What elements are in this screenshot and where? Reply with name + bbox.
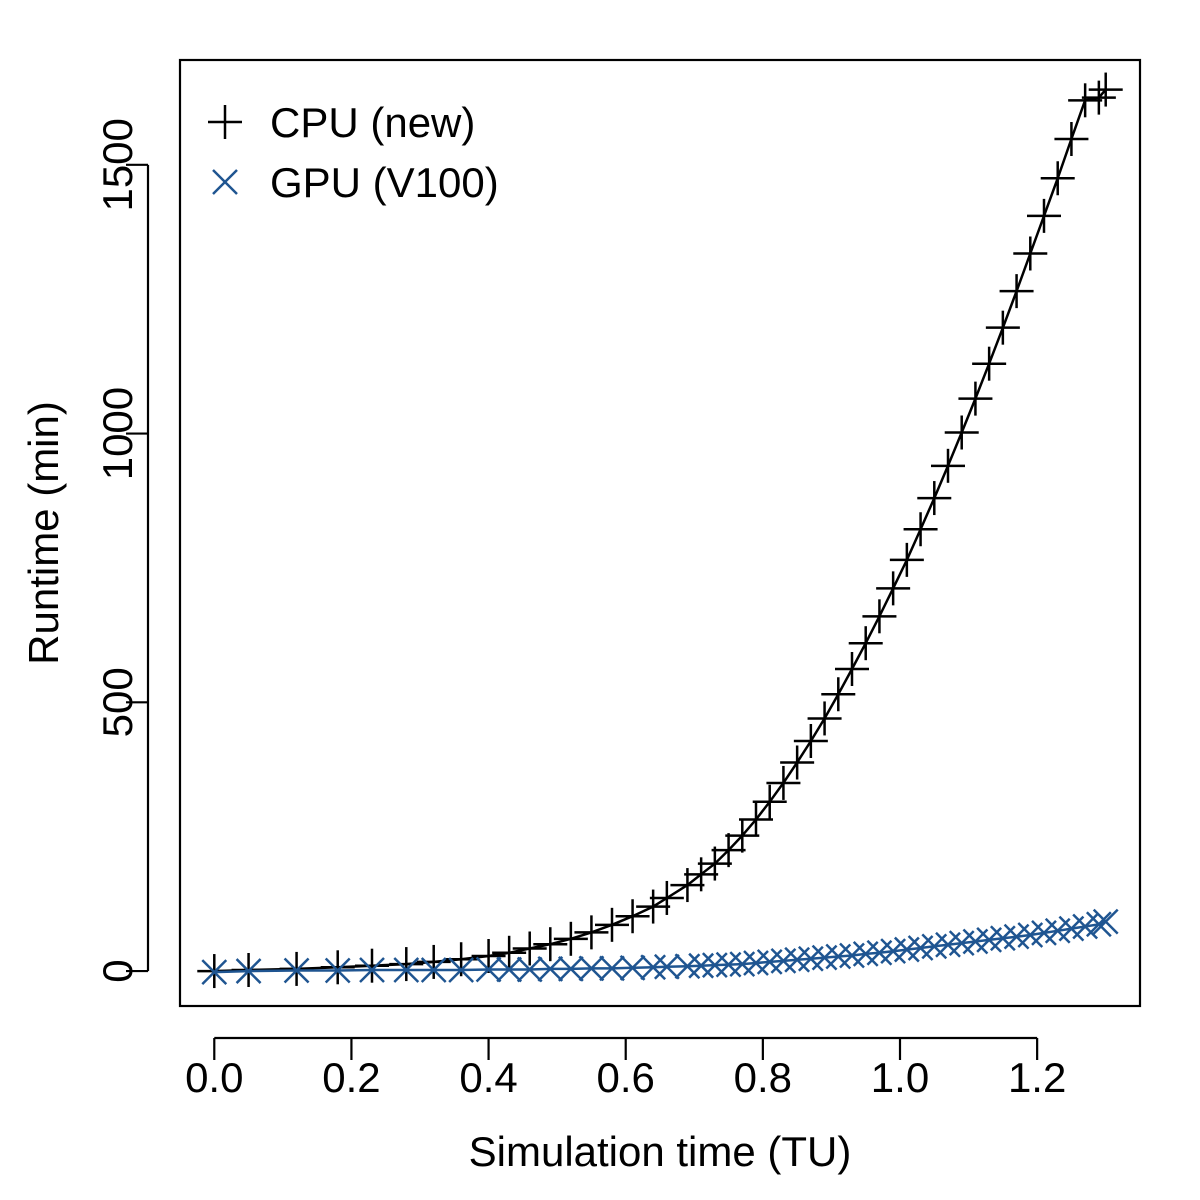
data-point-cpu [862,599,897,634]
data-point-cpu [917,481,952,516]
data-point-gpu [448,957,475,983]
data-point-cpu [821,677,856,712]
data-point-cpu [615,899,650,934]
x-tick-label: 0.0 [185,1054,243,1101]
data-point-cpu [807,701,842,736]
data-point-cpu [793,724,828,759]
data-point-cpu [972,346,1007,381]
data-point-cpu [416,944,451,979]
data-point-cpu [492,935,527,970]
x-tick-label: 1.0 [871,1054,929,1101]
data-point-cpu [931,448,965,483]
series-line-gpu [214,920,1107,974]
data-point-gpu [516,956,543,983]
data-point-cpu [533,927,568,962]
legend-marker-cpu [208,105,242,139]
data-point-cpu [1081,80,1116,115]
data-point-gpu [201,959,228,986]
data-point-cpu [697,846,732,881]
data-point-gpu [1085,911,1112,938]
data-point-cpu [1013,236,1048,271]
y-tick-label: 1500 [94,118,141,211]
data-point-cpu [711,833,746,868]
data-point-gpu [475,956,502,983]
data-point-cpu [512,931,547,966]
series-gpu [201,908,1119,986]
data-point-cpu [636,889,671,924]
data-point-cpu [471,939,506,974]
data-point-cpu [1054,122,1089,157]
x-tick-label: 0.2 [322,1054,380,1101]
data-point-cpu [780,745,815,780]
data-point-cpu [553,921,588,956]
data-point-gpu [324,957,351,984]
data-point-cpu [944,415,979,450]
data-point-cpu [725,818,760,853]
data-point-cpu [766,765,801,800]
data-point-cpu [999,274,1034,309]
legend-label-cpu: CPU (new) [270,99,475,146]
data-point-gpu [283,957,310,984]
data-point-cpu [1088,72,1123,107]
x-tick-label: 0.4 [459,1054,517,1101]
y-tick-label: 1000 [94,387,141,480]
data-point-gpu [420,957,447,983]
legend-symbol [208,105,242,139]
series-layer [197,72,1123,989]
data-point-cpu [355,948,389,983]
data-point-cpu [389,947,424,982]
data-point-gpu [578,955,605,982]
x-tick-label: 1.2 [1008,1054,1066,1101]
data-point-cpu [1068,83,1103,118]
y-axis-title: Runtime (min) [20,401,67,665]
data-point-cpu [889,542,924,577]
data-point-gpu [653,953,680,980]
data-point-cpu [739,802,773,837]
data-point-cpu [649,880,684,915]
data-point-cpu [320,950,355,985]
data-point-gpu [599,955,625,982]
data-point-cpu [752,784,787,819]
y-tick-label: 500 [94,667,141,737]
data-point-cpu [848,626,883,661]
x-axis-title: Simulation time (TU) [469,1128,852,1175]
data-point-gpu [557,956,584,982]
x-axis: 0.0 0.2 0.4 0.6 0.8 1.0 1.2 [185,1036,1066,1101]
data-point-cpu [1040,161,1075,196]
data-point-cpu [1027,198,1061,233]
legend: CPU (new) GPU (V100) [208,99,499,206]
data-point-gpu [619,954,646,981]
data-point-cpu [903,512,938,547]
x-tick-label: 0.8 [734,1054,792,1101]
legend-marker-gpu [212,169,238,195]
data-point-cpu [958,381,993,416]
data-point-cpu [835,651,869,686]
data-point-gpu [496,956,523,983]
data-point-gpu [359,957,385,983]
data-point-gpu [393,957,420,983]
data-point-gpu [537,956,564,982]
data-point-cpu [595,907,629,942]
data-point-cpu [876,571,911,606]
plot-frame [178,58,1142,1008]
legend-symbol [212,169,238,195]
x-tick-label: 0.6 [597,1054,655,1101]
y-axis: 0 500 1000 1500 [94,118,150,983]
data-point-gpu [235,958,262,984]
series-line-cpu [214,88,1107,973]
legend-label-gpu: GPU (V100) [270,159,499,206]
series-cpu [197,72,1123,989]
data-point-cpu [574,915,609,950]
data-point-gpu [1092,908,1119,935]
y-tick-label: 0 [94,959,141,982]
data-point-cpu [985,310,1020,345]
